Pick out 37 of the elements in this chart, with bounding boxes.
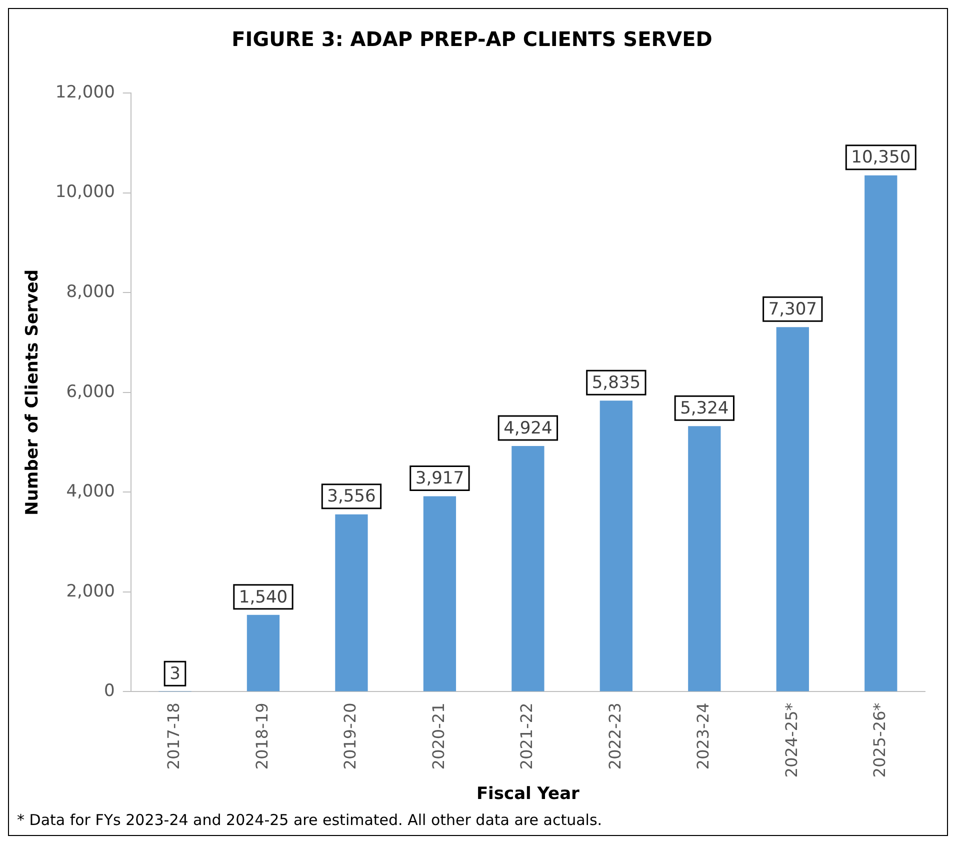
- data-label: 3,556: [327, 486, 376, 507]
- bar: [335, 514, 368, 692]
- bar: [864, 175, 898, 692]
- x-tick-label: 2018-19: [252, 702, 272, 770]
- x-tick-label: 2022-23: [605, 702, 624, 770]
- data-label: 1,540: [238, 587, 288, 608]
- bar: [246, 614, 280, 692]
- chart-title: FIGURE 3: ADAP PREP-AP CLIENTS SERVED: [232, 27, 712, 52]
- bar: [600, 400, 632, 692]
- data-label: 7,307: [768, 300, 817, 320]
- text: * Data for FYs 2023-24 and 2024-25 are estimated. All other data are actuals.: [16, 810, 604, 831]
- y-axis-title: Number of Clients Served: [22, 269, 43, 516]
- x-tick-label: 2017-18: [164, 702, 184, 770]
- y-tick-label: 10,000: [55, 182, 115, 202]
- x-tick-label: 2021-22: [517, 702, 536, 770]
- y-tick-label: 12,000: [55, 82, 115, 102]
- x-tick-label: 2019-20: [340, 702, 360, 770]
- bar: [776, 327, 809, 692]
- data-label: 3,917: [415, 468, 464, 489]
- x-tick-label: 2025-26*: [870, 702, 890, 778]
- data-label: 5,835: [592, 373, 641, 394]
- data-label: 4,924: [504, 418, 552, 438]
- x-axis-title: Fiscal Year: [476, 784, 580, 804]
- y-tick-label: 2,000: [66, 581, 115, 602]
- x-tick-label: 2020-21: [428, 702, 448, 770]
- x-tick-label: 2024-25*: [782, 702, 801, 778]
- data-label: 3: [170, 664, 180, 684]
- x-tick-label: 2023-24: [694, 702, 713, 770]
- bar: [512, 446, 544, 692]
- data-label: 5,324: [680, 398, 729, 419]
- y-tick-label: 4,000: [66, 482, 115, 502]
- data-label: 10,350: [851, 148, 911, 168]
- bar: [423, 496, 456, 692]
- y-tick-label: 8,000: [66, 282, 115, 302]
- y-tick-label: 6,000: [66, 382, 115, 402]
- y-tick-label: 0: [104, 681, 115, 702]
- bar: [688, 426, 721, 692]
